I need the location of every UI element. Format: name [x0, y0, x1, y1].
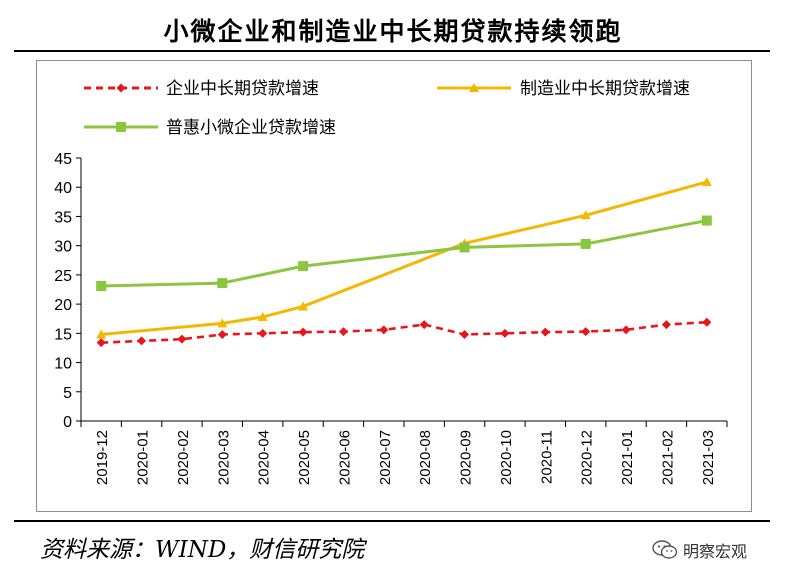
y-tick-label: 5	[63, 385, 72, 402]
smallmicro-series-point	[580, 238, 591, 249]
enterprise-series-point	[581, 327, 591, 337]
smallmicro-series-point	[96, 280, 107, 291]
legend-label: 普惠小微企业贷款增速	[166, 118, 336, 138]
legend-label: 企业中长期贷款增速	[166, 79, 319, 99]
source-rule	[14, 520, 770, 522]
manufacturing-series-point	[580, 210, 591, 220]
x-tick-label: 2020-02	[175, 430, 192, 485]
smallmicro-series-point	[217, 278, 228, 289]
source-note: 资料来源：WIND，财信研究院	[40, 537, 365, 563]
manufacturing-series-point	[298, 301, 309, 311]
manufacturing-series-point	[96, 329, 107, 339]
enterprise-series-point	[177, 334, 187, 344]
y-tick-label: 40	[54, 180, 72, 197]
manufacturing-series-point	[701, 176, 712, 186]
y-tick-label: 25	[54, 268, 72, 285]
x-tick-label: 2021-02	[659, 430, 676, 485]
chart-title: 小微企业和制造业中长期贷款持续领跑	[163, 17, 623, 46]
enterprise-series-point	[338, 327, 348, 337]
y-tick-label: 15	[54, 326, 72, 343]
watermark: 明察宏观	[652, 538, 747, 562]
x-tick-label: 2020-06	[336, 430, 353, 485]
x-tick-label: 2020-03	[215, 430, 232, 485]
title-rule	[14, 50, 770, 52]
enterprise-series-point	[540, 327, 550, 337]
x-tick-label: 2020-12	[579, 430, 596, 485]
x-tick-label: 2020-10	[498, 430, 515, 485]
enterprise-series-point	[419, 320, 429, 330]
y-tick-label: 35	[54, 209, 72, 226]
enterprise-series-point	[258, 328, 268, 338]
enterprise-series-point	[217, 330, 227, 340]
manufacturing-series-line	[101, 180, 708, 336]
x-tick-label: 2020-11	[538, 430, 555, 484]
x-tick-label: 2020-08	[417, 430, 434, 485]
x-tick-label: 2020-05	[296, 430, 313, 485]
x-tick-label: 2021-03	[700, 430, 717, 485]
legend-swatch-marker	[469, 83, 479, 92]
enterprise-series-point	[661, 320, 671, 330]
enterprise-series-point	[621, 325, 631, 335]
legend-label: 制造业中长期贷款增速	[520, 79, 690, 99]
watermark-text: 明察宏观	[683, 542, 748, 561]
y-tick-label: 30	[54, 239, 72, 256]
enterprise-series-point	[298, 327, 308, 337]
legend-swatch-marker	[116, 122, 126, 132]
x-tick-label: 2020-04	[256, 430, 273, 485]
smallmicro-series-point	[298, 261, 309, 272]
x-tick-label: 2020-01	[135, 430, 152, 485]
x-tick-label: 2020-09	[458, 430, 475, 485]
smallmicro-series-line	[101, 219, 708, 288]
enterprise-series-point	[137, 336, 147, 346]
enterprise-series-point	[702, 317, 712, 327]
x-tick-label: 2019-12	[94, 430, 111, 485]
y-tick-label: 0	[63, 414, 72, 431]
x-tick-label: 2021-01	[619, 430, 636, 485]
y-tick-label: 45	[54, 151, 72, 168]
x-tick-label: 2020-07	[377, 430, 394, 485]
manufacturing-series-point	[257, 311, 268, 321]
enterprise-series-point	[460, 330, 470, 340]
enterprise-series-point	[379, 325, 389, 335]
manufacturing-series-point	[217, 318, 228, 328]
smallmicro-series-point	[701, 215, 712, 226]
smallmicro-series-point	[459, 242, 470, 253]
y-tick-label: 10	[54, 356, 72, 373]
y-tick-label: 20	[54, 297, 72, 314]
enterprise-series-line	[101, 320, 707, 344]
enterprise-series-point	[96, 338, 106, 348]
legend-swatch-marker	[116, 83, 126, 93]
wechat-icon	[652, 540, 678, 559]
enterprise-series-point	[500, 328, 510, 338]
